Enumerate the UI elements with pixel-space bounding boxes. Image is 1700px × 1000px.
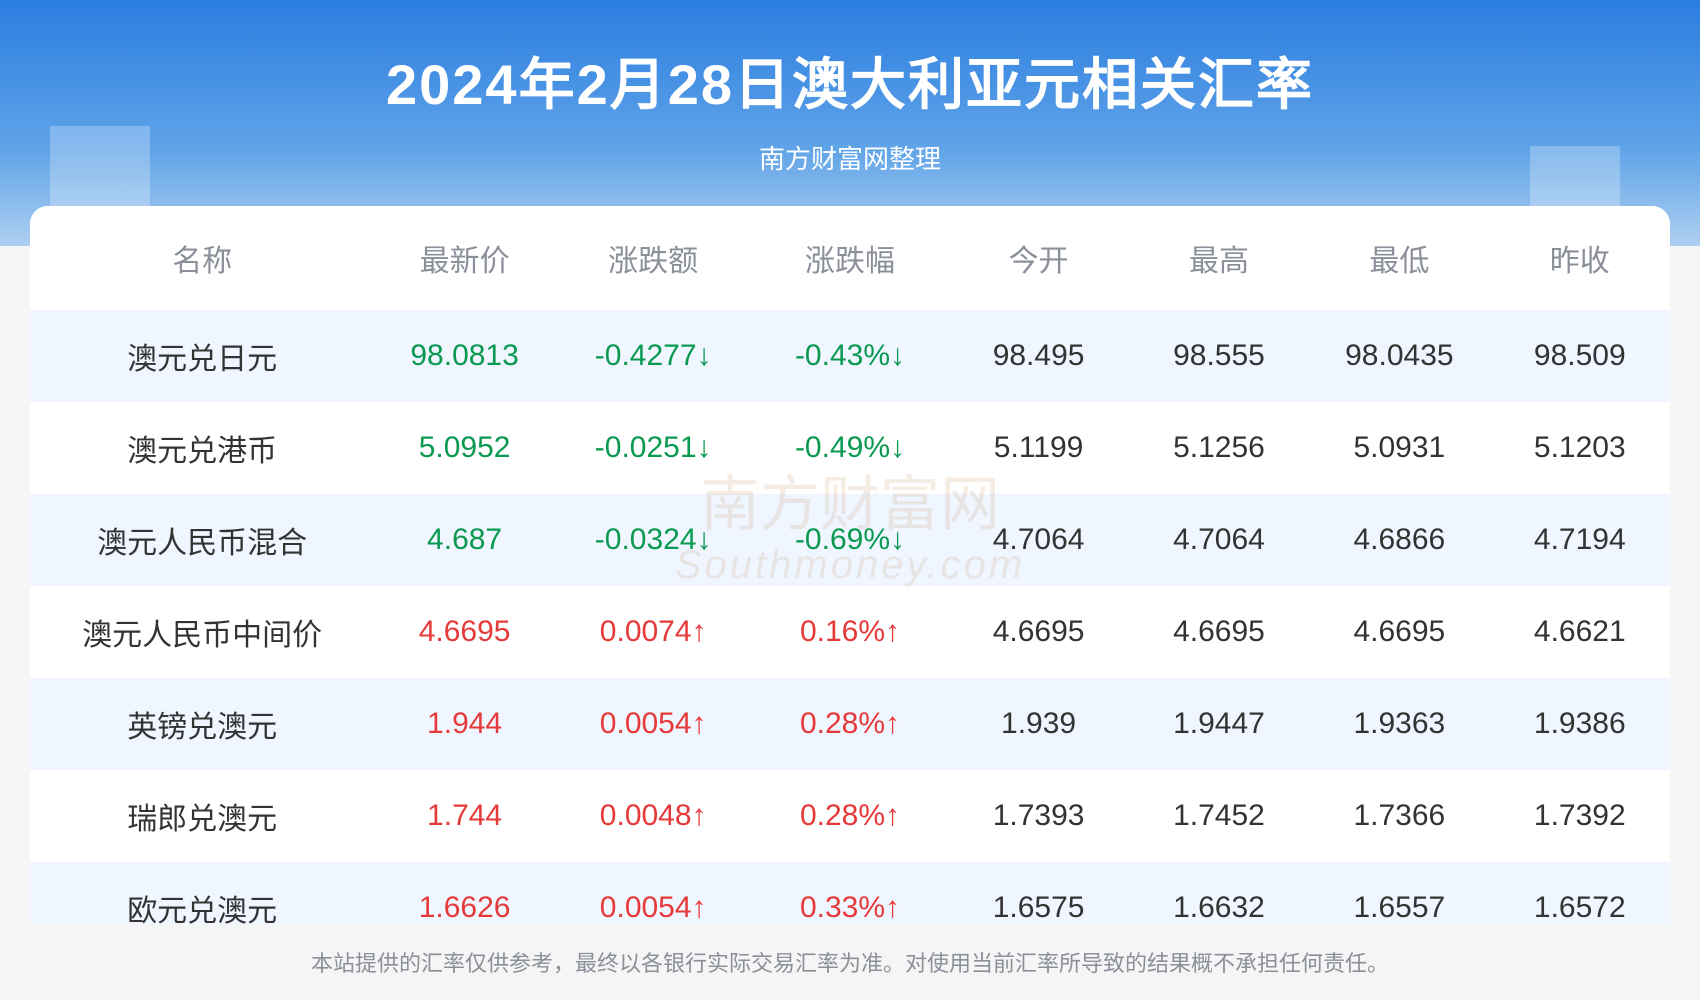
col-prev: 昨收 <box>1490 206 1670 310</box>
cell-change: -0.0324↓ <box>555 494 752 586</box>
cell-name: 瑞郎兑澳元 <box>30 770 374 862</box>
cell-low: 1.6557 <box>1309 862 1489 924</box>
cell-latest: 5.0952 <box>374 402 554 494</box>
cell-prev: 1.6572 <box>1490 862 1670 924</box>
col-change: 涨跌额 <box>555 206 752 310</box>
cell-open: 98.495 <box>948 310 1128 402</box>
cell-prev: 1.7392 <box>1490 770 1670 862</box>
cell-prev: 98.509 <box>1490 310 1670 402</box>
table-row: 欧元兑澳元1.66260.0054↑0.33%↑1.65751.66321.65… <box>30 862 1670 924</box>
cell-latest: 98.0813 <box>374 310 554 402</box>
col-low: 最低 <box>1309 206 1489 310</box>
cell-high: 4.6695 <box>1129 586 1309 678</box>
cell-high: 1.6632 <box>1129 862 1309 924</box>
cell-name: 欧元兑澳元 <box>30 862 374 924</box>
cell-change: -0.4277↓ <box>555 310 752 402</box>
table-header-row: 名称 最新价 涨跌额 涨跌幅 今开 最高 最低 昨收 <box>30 206 1670 310</box>
cell-latest: 1.944 <box>374 678 554 770</box>
table-row: 瑞郎兑澳元1.7440.0048↑0.28%↑1.73931.74521.736… <box>30 770 1670 862</box>
cell-high: 5.1256 <box>1129 402 1309 494</box>
rates-table: 名称 最新价 涨跌额 涨跌幅 今开 最高 最低 昨收 澳元兑日元98.0813-… <box>30 206 1670 924</box>
cell-open: 1.6575 <box>948 862 1128 924</box>
page-container: 2024年2月28日澳大利亚元相关汇率 南方财富网整理 南方财富网 Southm… <box>0 0 1700 1000</box>
cell-prev: 4.6621 <box>1490 586 1670 678</box>
cell-open: 5.1199 <box>948 402 1128 494</box>
cell-low: 5.0931 <box>1309 402 1489 494</box>
cell-prev: 5.1203 <box>1490 402 1670 494</box>
cell-prev: 4.7194 <box>1490 494 1670 586</box>
cell-latest: 1.6626 <box>374 862 554 924</box>
cell-open: 1.939 <box>948 678 1128 770</box>
cell-open: 4.7064 <box>948 494 1128 586</box>
cell-change_pct: 0.28%↑ <box>752 678 949 770</box>
cell-low: 4.6695 <box>1309 586 1489 678</box>
cell-low: 98.0435 <box>1309 310 1489 402</box>
cell-high: 98.555 <box>1129 310 1309 402</box>
cell-change: 0.0074↑ <box>555 586 752 678</box>
cell-change_pct: 0.33%↑ <box>752 862 949 924</box>
page-subtitle: 南方财富网整理 <box>0 139 1700 176</box>
cell-latest: 4.687 <box>374 494 554 586</box>
cell-open: 1.7393 <box>948 770 1128 862</box>
cell-latest: 4.6695 <box>374 586 554 678</box>
table-row: 英镑兑澳元1.9440.0054↑0.28%↑1.9391.94471.9363… <box>30 678 1670 770</box>
cell-change: 0.0054↑ <box>555 862 752 924</box>
col-open: 今开 <box>948 206 1128 310</box>
cell-prev: 1.9386 <box>1490 678 1670 770</box>
col-change-pct: 涨跌幅 <box>752 206 949 310</box>
table-row: 澳元兑日元98.0813-0.4277↓-0.43%↓98.49598.5559… <box>30 310 1670 402</box>
page-title: 2024年2月28日澳大利亚元相关汇率 <box>0 40 1700 121</box>
table-row: 澳元人民币中间价4.66950.0074↑0.16%↑4.66954.66954… <box>30 586 1670 678</box>
cell-change_pct: -0.69%↓ <box>752 494 949 586</box>
col-name: 名称 <box>30 206 374 310</box>
cell-name: 澳元兑港币 <box>30 402 374 494</box>
table-row: 澳元兑港币5.0952-0.0251↓-0.49%↓5.11995.12565.… <box>30 402 1670 494</box>
cell-name: 澳元人民币混合 <box>30 494 374 586</box>
table-row: 澳元人民币混合4.687-0.0324↓-0.69%↓4.70644.70644… <box>30 494 1670 586</box>
cell-high: 1.7452 <box>1129 770 1309 862</box>
cell-change: 0.0054↑ <box>555 678 752 770</box>
footer-disclaimer: 本站提供的汇率仅供参考，最终以各银行实际交易汇率为准。对使用当前汇率所导致的结果… <box>0 924 1700 1000</box>
cell-open: 4.6695 <box>948 586 1128 678</box>
cell-latest: 1.744 <box>374 770 554 862</box>
col-latest: 最新价 <box>374 206 554 310</box>
cell-change: 0.0048↑ <box>555 770 752 862</box>
cell-high: 1.9447 <box>1129 678 1309 770</box>
cell-low: 1.7366 <box>1309 770 1489 862</box>
cell-high: 4.7064 <box>1129 494 1309 586</box>
table-container: 南方财富网 Southmoney.com 名称 最新价 涨跌额 涨跌幅 今开 最… <box>30 206 1670 924</box>
cell-change_pct: 0.28%↑ <box>752 770 949 862</box>
cell-name: 澳元人民币中间价 <box>30 586 374 678</box>
cell-low: 4.6866 <box>1309 494 1489 586</box>
cell-change_pct: 0.16%↑ <box>752 586 949 678</box>
cell-change_pct: -0.43%↓ <box>752 310 949 402</box>
col-high: 最高 <box>1129 206 1309 310</box>
cell-name: 澳元兑日元 <box>30 310 374 402</box>
cell-low: 1.9363 <box>1309 678 1489 770</box>
cell-change_pct: -0.49%↓ <box>752 402 949 494</box>
cell-name: 英镑兑澳元 <box>30 678 374 770</box>
table-body: 澳元兑日元98.0813-0.4277↓-0.43%↓98.49598.5559… <box>30 310 1670 924</box>
cell-change: -0.0251↓ <box>555 402 752 494</box>
